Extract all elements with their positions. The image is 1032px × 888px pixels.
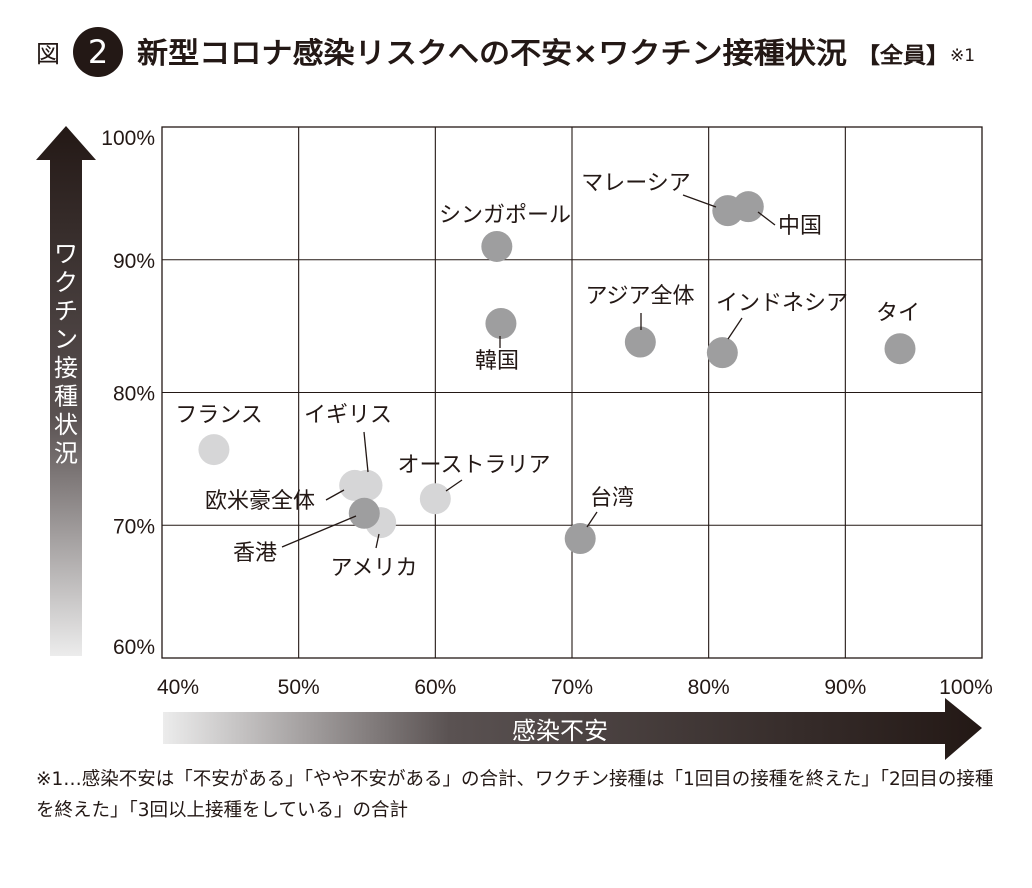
x-axis-arrow [163, 698, 982, 760]
leader-line [445, 479, 463, 492]
scatter-point [884, 333, 916, 365]
figure-number: 2 [88, 33, 108, 71]
leader-line [375, 533, 380, 549]
x-tick-label: 70% [551, 676, 593, 699]
y-tick-label: 100% [101, 127, 155, 150]
leader-line [682, 194, 717, 208]
x-tick-label: 80% [688, 676, 730, 699]
point-label: タイ [876, 301, 920, 326]
leader-line [757, 211, 776, 226]
leader-line [363, 431, 369, 473]
y-tick-label: 90% [113, 250, 155, 273]
point-label: 欧米豪全体 [205, 489, 315, 514]
leader-line [727, 317, 743, 340]
footnote: ※1…感染不安は「不安がある」「やや不安がある」の合計、ワクチン接種は「1回目の… [36, 769, 994, 821]
scatter-point [339, 469, 371, 501]
x-tick-label: 40% [157, 676, 199, 699]
chart-title: 新型コロナ感染リスクへの不安×ワクチン接種状況 [137, 36, 847, 70]
x-tick-label: 90% [824, 676, 866, 699]
point-label: インドネシア [716, 291, 848, 316]
plot-grid [161, 126, 983, 659]
point-label: マレーシア [581, 171, 691, 196]
point-label: アメリカ [331, 556, 418, 581]
point-label: 台湾 [590, 486, 634, 511]
leader-line [586, 511, 598, 528]
scatter-point [348, 497, 380, 529]
figure-number-badge [73, 27, 123, 77]
scatter-point [198, 434, 230, 466]
data-points [198, 191, 916, 555]
y-tick-label: 60% [113, 636, 155, 659]
figure-label: 図 [36, 40, 60, 68]
point-label: オーストラリア [398, 453, 551, 478]
scatter-point [624, 326, 656, 358]
y-axis-arrow [36, 126, 96, 656]
point-label: アジア全体 [585, 284, 694, 309]
leader-line [325, 489, 345, 501]
scatter-point [706, 337, 738, 369]
x-tick-label: 100% [939, 676, 993, 699]
x-tick-label: 60% [414, 676, 456, 699]
leader-line [281, 515, 357, 548]
scatter-point [481, 230, 513, 262]
axis-ticks: 40% 50% 60% 70% 80% 90% 100% 100% 90% 80% 70% 60% [101, 127, 993, 699]
title-bracket: 【全員】 [857, 43, 949, 69]
x-tick-label: 50% [278, 676, 320, 699]
point-label: 中国 [778, 214, 822, 239]
scatter-point [419, 483, 451, 515]
point-label: 香港 [233, 541, 277, 566]
y-tick-label: 70% [113, 515, 155, 538]
point-label: フランス [175, 403, 263, 428]
y-tick-label: 80% [113, 383, 155, 406]
y-axis-title: ワクチン接種状況 [54, 240, 78, 468]
point-label: イギリス [304, 403, 392, 428]
point-label: シンガポール [439, 203, 571, 228]
scatter-point [485, 307, 517, 339]
scatter-point [732, 191, 764, 223]
scatter-point [564, 523, 596, 555]
point-label: 韓国 [475, 349, 519, 374]
title-note-mark: ※1 [950, 46, 975, 66]
x-axis-title: 感染不安 [512, 717, 608, 745]
